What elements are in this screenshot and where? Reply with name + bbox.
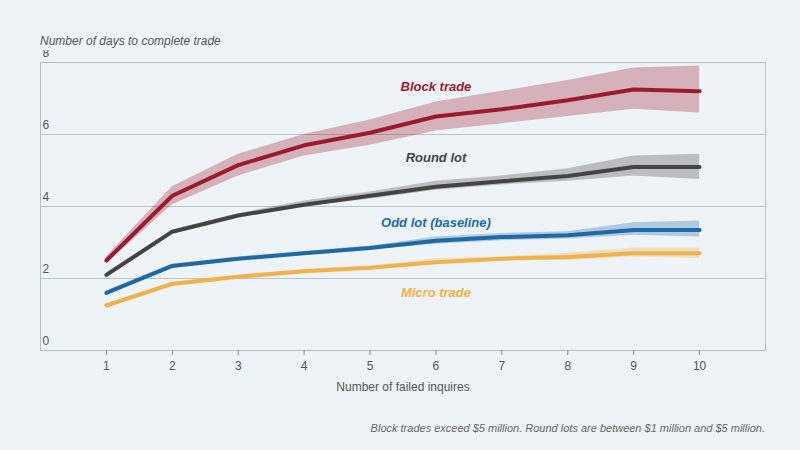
svg-text:10: 10	[693, 359, 707, 373]
svg-text:2: 2	[169, 359, 176, 373]
svg-text:2: 2	[43, 262, 50, 276]
html-text:Number of days to complete tra: Number of days to complete trade	[40, 34, 221, 48]
svg-text:3: 3	[235, 359, 242, 373]
html-text:Block trades exceed $5 million: Block trades exceed $5 million. Round lo…	[370, 422, 765, 434]
svg-text:Round lot: Round lot	[406, 150, 467, 165]
svg-text:8: 8	[564, 359, 571, 373]
svg-text:Block trade: Block trade	[401, 79, 472, 94]
svg-text:7: 7	[499, 359, 506, 373]
svg-text:9: 9	[630, 359, 637, 373]
svg-text:1: 1	[103, 359, 110, 373]
svg-text:6: 6	[433, 359, 440, 373]
svg-text:6: 6	[43, 118, 50, 132]
svg-text:4: 4	[301, 359, 308, 373]
svg-text:4: 4	[43, 190, 50, 204]
svg-text:Micro trade: Micro trade	[401, 285, 471, 300]
svg-text:0: 0	[43, 334, 50, 348]
svg-text:5: 5	[367, 359, 374, 373]
svg-text:8: 8	[43, 50, 50, 60]
svg-text:Number of failed inquires: Number of failed inquires	[336, 380, 469, 394]
svg-text:Odd lot (baseline): Odd lot (baseline)	[381, 215, 491, 230]
